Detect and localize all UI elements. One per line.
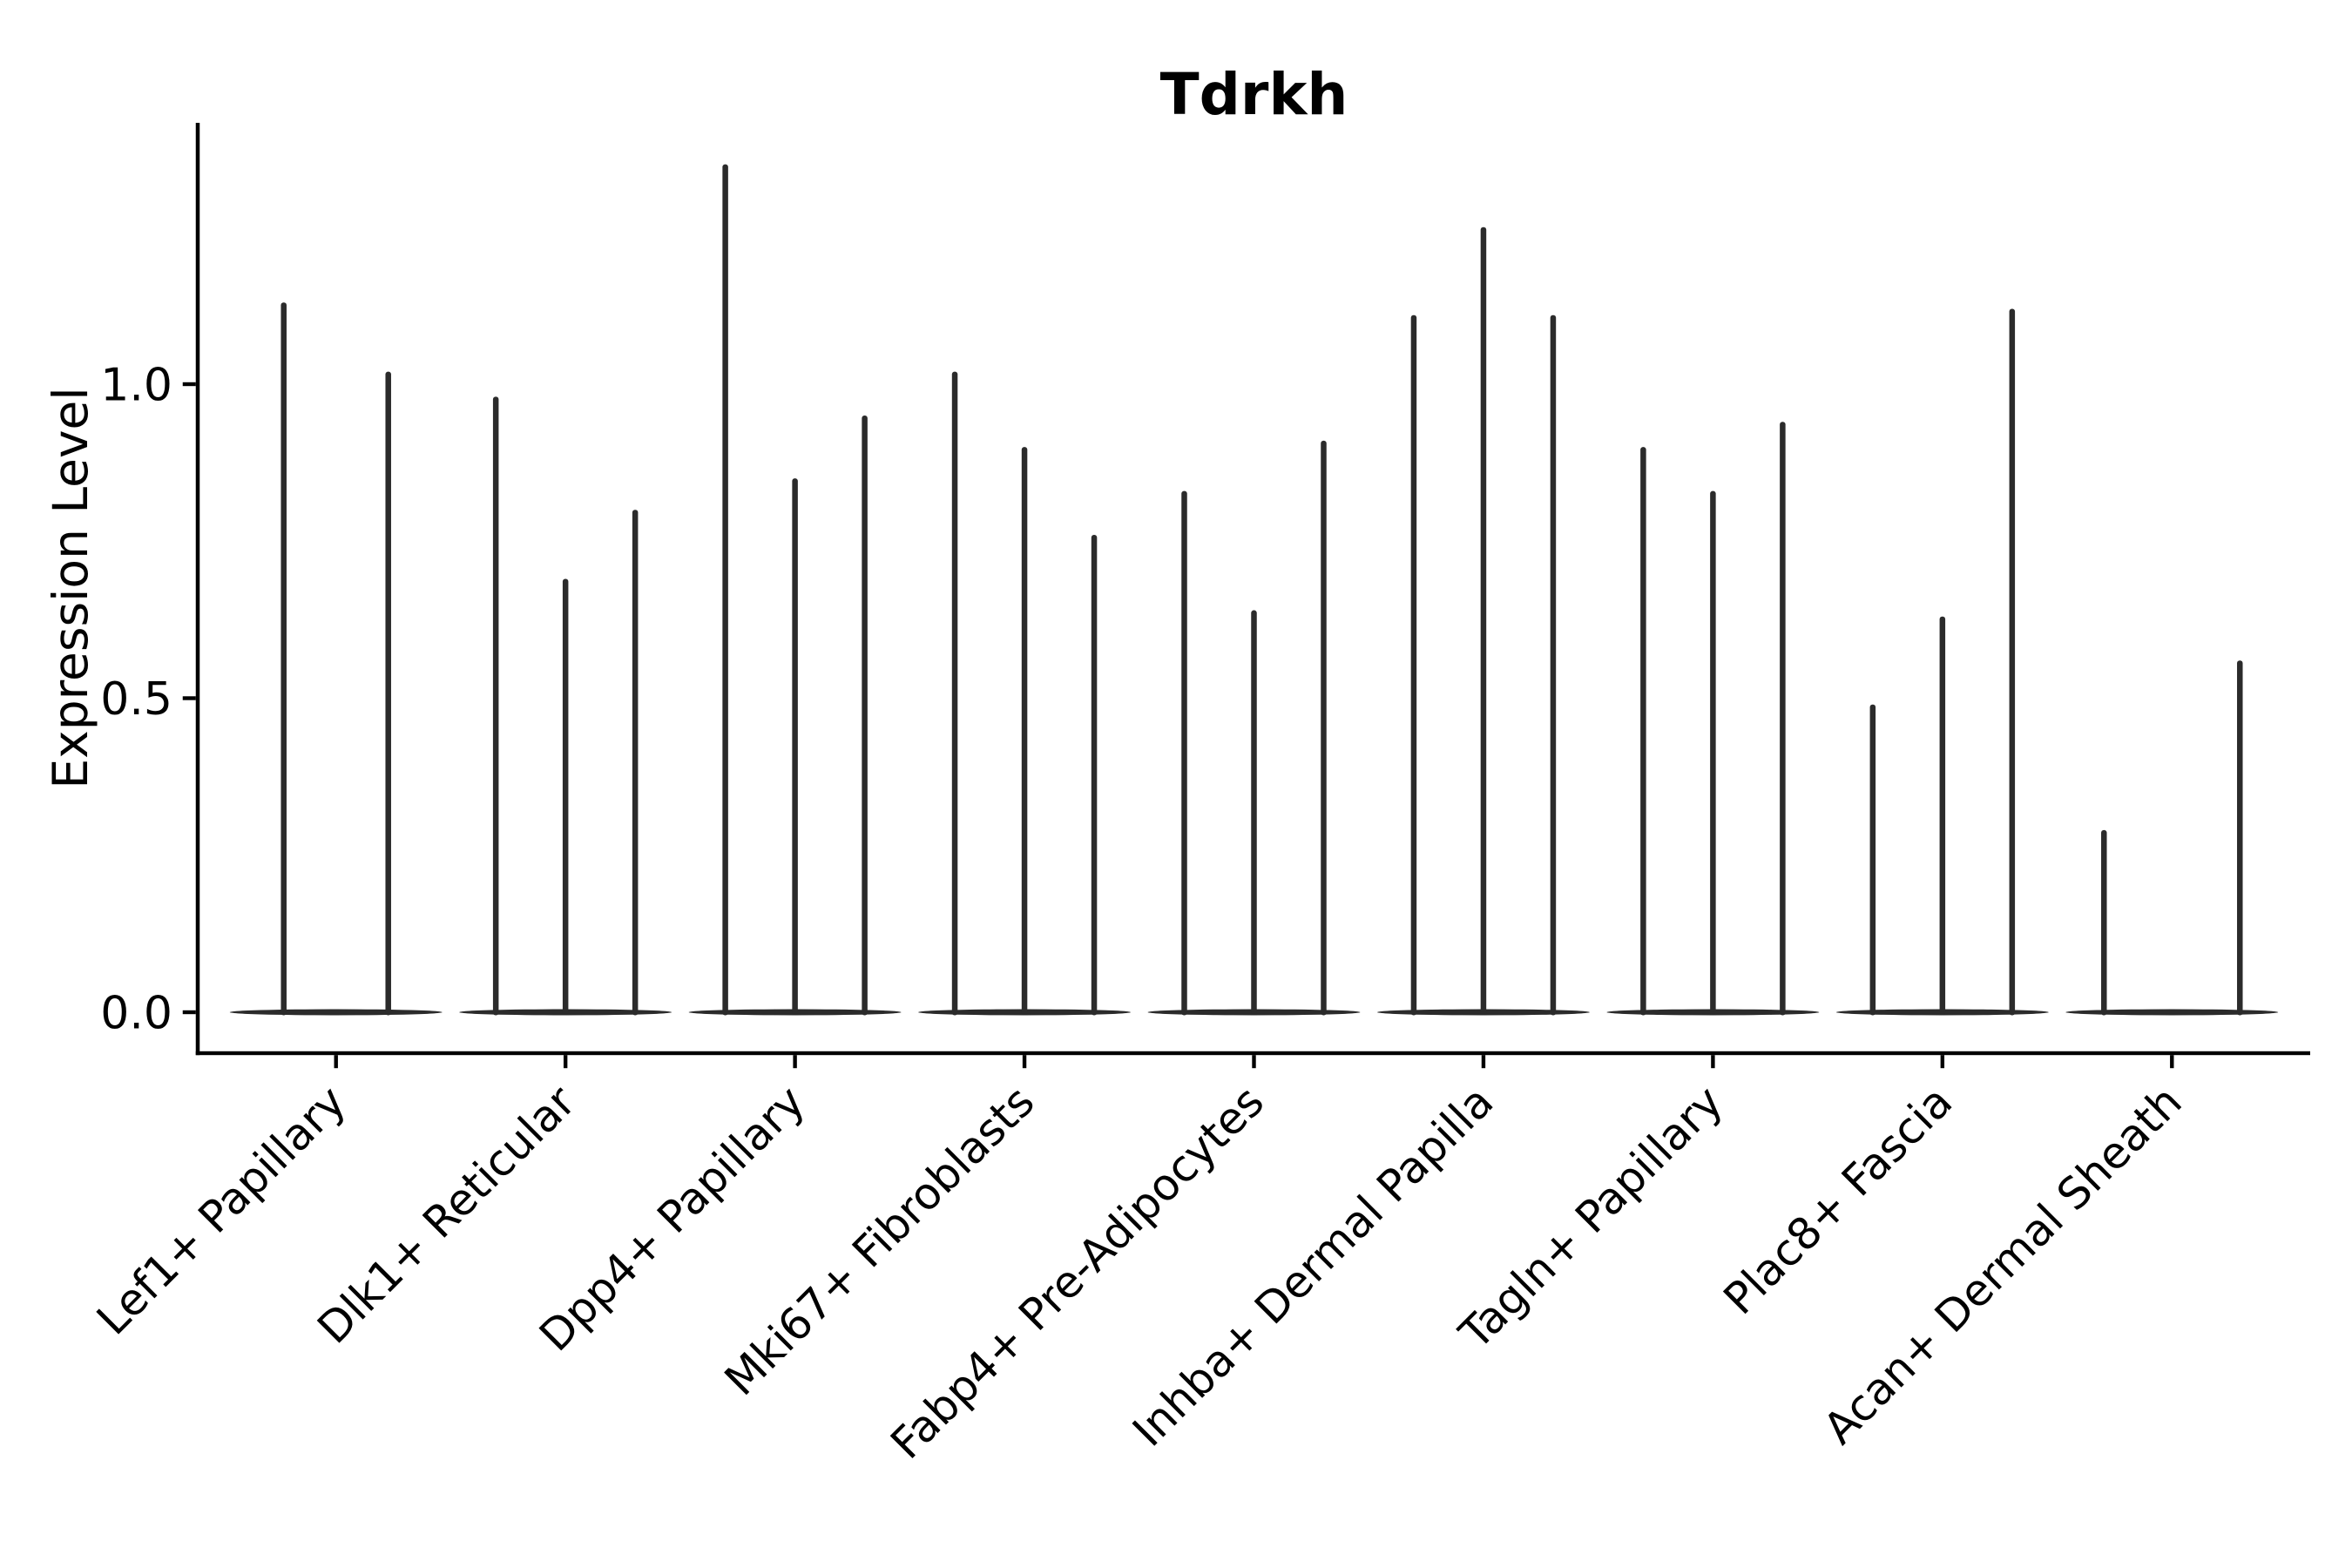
violin-spike [1780, 422, 1786, 1016]
violin-spike [1480, 226, 1487, 1016]
violin-spike [1410, 314, 1417, 1016]
x-tick-mark [1711, 1055, 1715, 1069]
violin-spike [2009, 308, 2016, 1016]
violin-body [2065, 1009, 2279, 1016]
y-tick-label: 0.0 [100, 988, 172, 1040]
violin-spike [1710, 490, 1716, 1016]
x-category-label: Lef1+ Papillary [87, 1076, 355, 1344]
x-category-label: Fabp4+ Pre-Adipocytes [881, 1076, 1274, 1469]
y-tick-label: 0.5 [100, 673, 172, 726]
violin-spike [792, 478, 798, 1016]
violin-spike [951, 371, 958, 1016]
violin-spike [1939, 616, 1946, 1016]
violin-spike [1869, 704, 1876, 1016]
y-tick-mark [182, 382, 196, 387]
y-tick-mark [182, 696, 196, 700]
violin-spike [2101, 829, 2107, 1016]
x-tick-mark [563, 1055, 568, 1069]
y-axis-label: Expression Level [43, 387, 98, 788]
x-tick-mark [1022, 1055, 1027, 1069]
x-category-label: Plac8+ Fascia [1714, 1076, 1963, 1324]
violin-spike [1021, 447, 1028, 1016]
x-axis-spine [195, 1051, 2310, 1056]
violin-spike [1091, 535, 1098, 1016]
violin-spike [280, 302, 287, 1016]
y-tick-label: 1.0 [100, 360, 172, 412]
x-tick-mark [1252, 1055, 1256, 1069]
x-tick-mark [334, 1055, 338, 1069]
violin-spike [1640, 447, 1646, 1016]
violin-spike [722, 164, 728, 1016]
violin-spike [632, 510, 639, 1016]
violin-spike [492, 396, 499, 1016]
x-tick-mark [1481, 1055, 1486, 1069]
x-tick-mark [793, 1055, 797, 1069]
violin-spike [1181, 490, 1187, 1016]
violin-spike [2237, 660, 2243, 1016]
violin-spike [1321, 440, 1327, 1016]
violin-spike [862, 416, 868, 1016]
violin-spike [1251, 610, 1257, 1016]
chart-title: Tdrkh [1160, 61, 1348, 128]
y-axis-spine [195, 123, 200, 1056]
y-tick-mark [182, 1010, 196, 1015]
violin-spike [562, 578, 569, 1016]
violin-body [229, 1009, 443, 1016]
x-tick-mark [1940, 1055, 1945, 1069]
x-tick-mark [2170, 1055, 2174, 1069]
violin-spike [1550, 314, 1557, 1016]
violin-spike [385, 371, 391, 1016]
